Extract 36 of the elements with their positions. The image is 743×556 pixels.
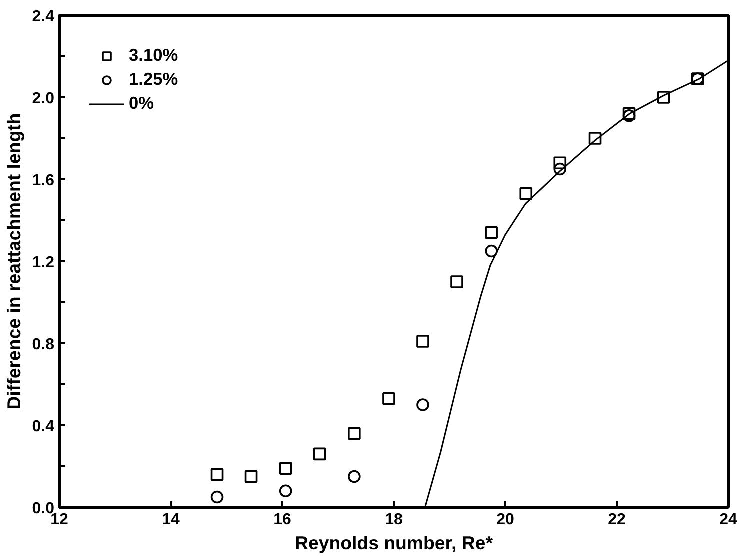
y-tick-label: 0.4 bbox=[32, 418, 55, 436]
point bbox=[348, 470, 361, 484]
y-tick-label: 1.2 bbox=[32, 254, 55, 272]
x-tick-label: 14 bbox=[162, 512, 180, 528]
point bbox=[279, 484, 292, 498]
point bbox=[382, 392, 396, 406]
point bbox=[210, 468, 224, 482]
point bbox=[554, 156, 567, 170]
x-tick-label: 22 bbox=[608, 512, 626, 528]
legend-label: 0% bbox=[129, 93, 154, 114]
point bbox=[416, 335, 430, 348]
y-axis-title: Difference in reattachment length bbox=[3, 113, 24, 410]
y-tick-label: 2.0 bbox=[32, 90, 55, 108]
x-axis-title: Reynolds number, Re* bbox=[294, 532, 494, 554]
x-tick-label: 18 bbox=[385, 512, 403, 528]
legend-label: 1.25% bbox=[129, 69, 178, 90]
x-tick-label: 16 bbox=[274, 512, 292, 528]
point bbox=[279, 462, 292, 475]
point bbox=[520, 187, 533, 200]
x-tick-label: 24 bbox=[720, 512, 738, 528]
legend-label: 3.10% bbox=[129, 45, 178, 66]
point bbox=[244, 470, 258, 484]
point bbox=[485, 226, 498, 240]
y-tick-label: 0.8 bbox=[32, 336, 55, 354]
point bbox=[588, 132, 602, 145]
y-tick-label: 2.4 bbox=[32, 8, 55, 26]
x-tick-label: 20 bbox=[496, 512, 514, 528]
y-tick-label: 1.6 bbox=[32, 172, 55, 190]
point bbox=[554, 162, 567, 176]
point bbox=[485, 244, 498, 258]
point bbox=[450, 276, 464, 288]
point bbox=[657, 91, 670, 104]
point bbox=[416, 398, 430, 412]
point bbox=[210, 490, 224, 504]
point bbox=[313, 448, 326, 461]
point bbox=[348, 427, 361, 440]
